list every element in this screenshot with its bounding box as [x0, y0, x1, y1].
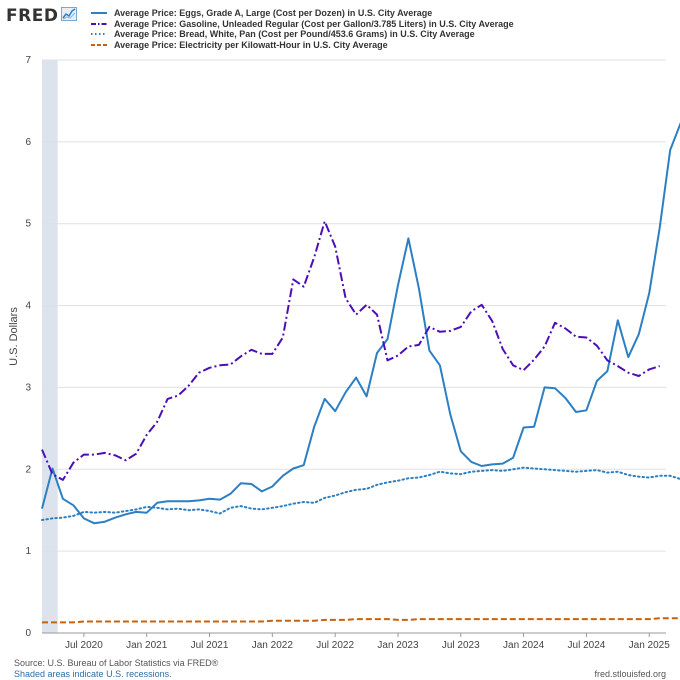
x-tick-label: Jan 2022 [252, 640, 294, 651]
legend-swatch [91, 43, 107, 46]
legend-swatch [91, 12, 107, 15]
x-tick-label: Jul 2024 [568, 640, 606, 651]
series-line [41, 466, 680, 521]
y-tick-label: 5 [25, 219, 31, 230]
fred-logo-text: FRED [6, 6, 59, 26]
y-tick-label: 2 [25, 464, 31, 475]
fred-logo[interactable]: FRED [6, 6, 78, 26]
x-tick-label: Jul 2021 [191, 640, 229, 651]
x-tick-label: Jul 2023 [442, 640, 480, 651]
legend-label: Average Price: Gasoline, Unleaded Regula… [114, 18, 514, 29]
legend-item[interactable]: Average Price: Bread, White, Pan (Cost p… [90, 29, 514, 40]
legend-label: Average Price: Bread, White, Pan (Cost p… [114, 29, 475, 40]
series-line [41, 122, 680, 525]
x-tick-label: Jan 2021 [126, 640, 168, 651]
x-tick-label: Jul 2022 [316, 640, 354, 651]
x-tick-label: Jan 2025 [629, 640, 671, 651]
legend-item[interactable]: Average Price: Gasoline, Unleaded Regula… [90, 19, 514, 30]
legend-label: Average Price: Electricity per Kilowatt-… [114, 39, 388, 50]
y-tick-label: 3 [25, 382, 31, 393]
chart-trend-icon [61, 6, 78, 26]
x-tick-label: Jan 2023 [377, 640, 419, 651]
y-tick-label: 6 [25, 137, 31, 148]
chart-header: FRED Average Price: Eggs, Grade A, Large… [6, 4, 676, 54]
x-tick-label: Jul 2020 [65, 640, 103, 651]
y-tick-label: 0 [25, 628, 31, 639]
y-tick-label: 1 [25, 546, 31, 557]
y-axis-label: U.S. Dollars [8, 307, 20, 366]
series-line [41, 220, 660, 481]
legend-swatch [91, 22, 107, 25]
x-tick-label: Jan 2024 [503, 640, 545, 651]
series-line [42, 617, 680, 624]
legend-swatch [91, 33, 107, 36]
source-note: Source: U.S. Bureau of Labor Statistics … [14, 658, 219, 668]
site-url[interactable]: fred.stlouisfed.org [594, 669, 666, 679]
chart-footer: Source: U.S. Bureau of Labor Statistics … [14, 658, 218, 679]
recession-note-link[interactable]: Shaded areas indicate U.S. recessions. [14, 668, 172, 679]
chart-legend: Average Price: Eggs, Grade A, Large (Cos… [90, 8, 514, 50]
legend-item[interactable]: Average Price: Electricity per Kilowatt-… [90, 40, 514, 51]
legend-item[interactable]: Average Price: Eggs, Grade A, Large (Cos… [90, 8, 514, 19]
legend-label: Average Price: Eggs, Grade A, Large (Cos… [114, 8, 433, 19]
y-tick-label: 7 [25, 55, 31, 66]
y-tick-label: 4 [25, 301, 31, 312]
recession-shading [42, 60, 58, 633]
